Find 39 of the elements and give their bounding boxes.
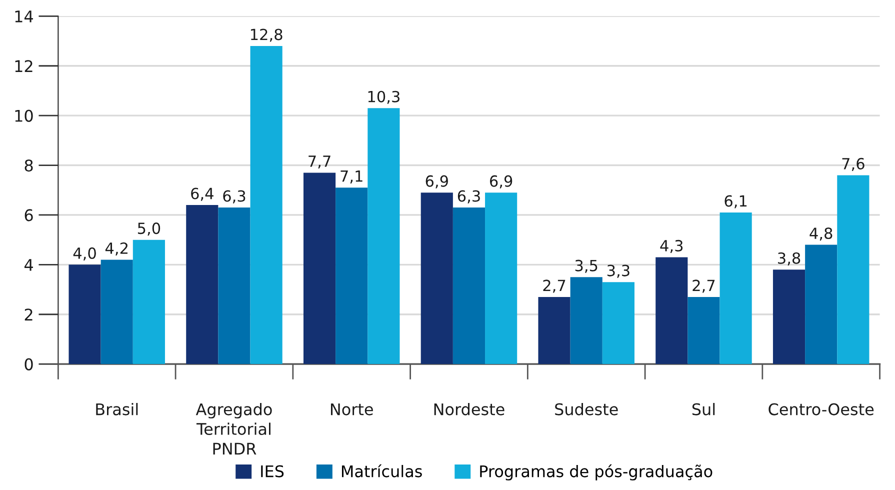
data-label: 12,8 <box>250 28 282 42</box>
data-label: 2,7 <box>692 280 715 293</box>
data-label: 4,0 <box>73 247 96 260</box>
data-label: 3,5 <box>575 260 598 273</box>
y-tick-label: 14 <box>15 10 33 22</box>
data-label: 4,3 <box>660 240 683 254</box>
x-tick-label: Brasil <box>96 402 138 416</box>
data-label: 7,7 <box>308 156 330 169</box>
data-label: 6,3 <box>458 190 480 204</box>
x-tick-label: Agregado Territorial PNDR <box>196 402 272 455</box>
data-label: 6,4 <box>191 188 214 201</box>
data-label: 5,0 <box>138 222 160 236</box>
x-tick-label: Norte <box>330 403 373 416</box>
data-label: 4,2 <box>105 242 128 256</box>
data-label: 6,1 <box>724 195 747 208</box>
y-tick-label: 0 <box>24 358 33 370</box>
data-label: 2,7 <box>543 280 566 293</box>
x-tick-label: Sul <box>692 402 715 416</box>
data-label: 6,9 <box>490 175 512 188</box>
y-tick-label: 6 <box>24 209 33 222</box>
data-label: 3,8 <box>778 252 800 266</box>
legend-label: IES <box>261 465 284 478</box>
y-tick-label: 8 <box>24 159 33 172</box>
y-tick-label: 4 <box>24 259 33 271</box>
y-tick-label: 12 <box>15 60 32 72</box>
legend-label: Matrículas <box>342 464 422 478</box>
data-label: 4,8 <box>810 227 832 241</box>
x-tick-label: Centro-Oeste <box>768 403 874 416</box>
y-tick-label: 2 <box>24 308 32 320</box>
data-label: 10,3 <box>368 90 400 104</box>
x-tick-label: Sudeste <box>555 402 618 416</box>
data-label: 7,6 <box>842 158 864 172</box>
data-label: 6,3 <box>223 190 246 204</box>
legend-label: Programas de pós-graduação <box>480 464 712 480</box>
y-tick-label: 10 <box>15 110 33 122</box>
x-tick-label: Nordeste <box>434 402 504 416</box>
data-label: 7,1 <box>340 170 362 184</box>
data-label: 6,9 <box>426 175 448 188</box>
data-label: 3,3 <box>607 264 630 278</box>
